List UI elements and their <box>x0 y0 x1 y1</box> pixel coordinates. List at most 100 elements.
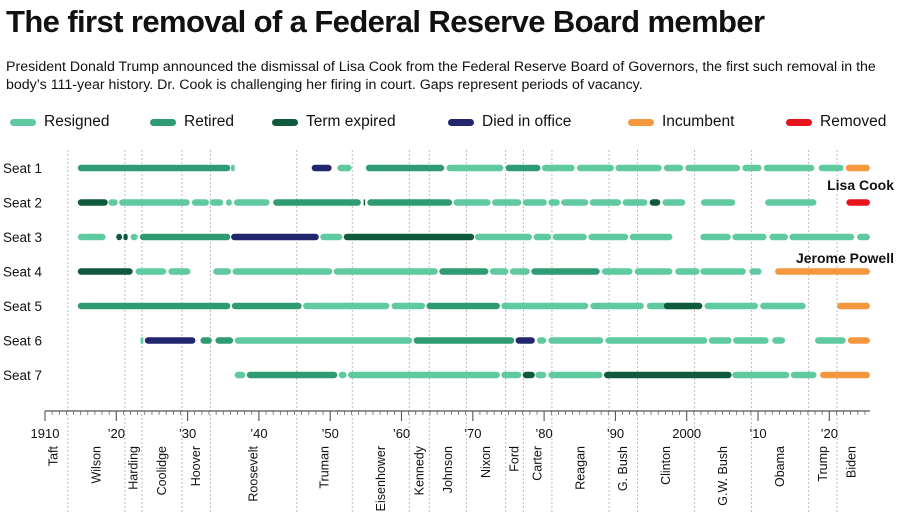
term-bar-resigned <box>234 337 413 344</box>
term-bar-resigned <box>489 268 509 275</box>
term-bar-term-expired <box>603 371 732 379</box>
term-bar-resigned <box>685 164 741 172</box>
term-bar-retired <box>505 164 541 172</box>
term-bar-resigned <box>763 164 815 172</box>
term-bar-retired <box>231 302 302 310</box>
president-label: Ford <box>508 446 522 472</box>
seat-label: Seat 6 <box>3 334 42 349</box>
term-bar-incumbent <box>847 337 870 344</box>
term-bar-resigned <box>662 199 686 206</box>
legend-item-resigned: Resigned <box>10 111 110 133</box>
term-bar-resigned <box>209 199 224 206</box>
term-bar-resigned <box>548 371 603 379</box>
legend-label-incumbent: Incumbent <box>662 113 735 130</box>
legend-label-resigned: Resigned <box>44 113 110 130</box>
x-tick-label: 1910 <box>31 426 60 441</box>
term-bar-resigned <box>700 199 736 206</box>
term-bar-term-expired <box>663 302 703 310</box>
term-bar-incumbent <box>820 371 870 379</box>
term-bar-resigned <box>590 302 644 310</box>
term-bar-resigned <box>391 302 426 310</box>
term-bar-removed <box>846 199 870 206</box>
term-bar-resigned <box>233 199 270 206</box>
term-bar-resigned <box>231 164 235 172</box>
president-label: Roosevelt <box>247 445 261 501</box>
term-bar-resigned <box>453 199 491 206</box>
term-bar-died <box>144 337 196 344</box>
term-bar-resigned <box>857 233 870 241</box>
president-label: Hoover <box>189 446 203 486</box>
term-bar-resigned <box>509 268 530 275</box>
page-title: The first removal of a Federal Reserve B… <box>6 4 765 39</box>
term-bar-resigned <box>119 199 190 206</box>
term-bar-resigned <box>634 268 673 275</box>
term-bar-resigned <box>213 268 232 275</box>
legend-item-term-expired: Term expired <box>272 111 396 133</box>
term-bar-resigned <box>191 199 209 206</box>
term-bar-resigned <box>552 233 587 241</box>
term-bar-resigned <box>733 337 769 344</box>
legend-label-removed: Removed <box>820 113 887 130</box>
term-bar-term-expired <box>123 233 128 241</box>
term-bar-resigned <box>501 371 522 379</box>
legend-swatch-incumbent <box>628 118 654 126</box>
legend-item-removed: Removed <box>786 111 886 133</box>
term-bar-resigned <box>548 337 604 344</box>
term-bar-resigned <box>533 233 552 241</box>
term-bar-retired <box>531 268 600 275</box>
president-label: Wilson <box>89 446 103 484</box>
term-bar-resigned <box>704 302 758 310</box>
president-label: Kennedy <box>412 445 426 495</box>
term-bar-retired <box>246 371 338 379</box>
term-bar-resigned <box>732 371 790 379</box>
term-bar-resigned <box>605 337 708 344</box>
president-label: G. Bush <box>616 446 630 491</box>
term-bar-resigned <box>338 371 347 379</box>
seat-label: Seat 1 <box>3 161 42 176</box>
president-label: Taft <box>47 445 61 466</box>
president-label: Biden <box>844 446 858 478</box>
term-bar-resigned <box>446 164 504 172</box>
term-bar-resigned <box>492 199 522 206</box>
term-bar-retired <box>77 302 231 310</box>
term-bar-term-expired <box>77 199 108 206</box>
x-tick-label: ’10 <box>749 426 766 441</box>
president-label: Clinton <box>659 446 673 485</box>
president-label: Obama <box>773 446 787 487</box>
term-bar-resigned <box>588 233 629 241</box>
term-bar-term-expired <box>649 199 661 206</box>
legend-swatch-retired <box>150 118 176 126</box>
term-bar-resigned <box>130 233 138 241</box>
term-bar-term-expired <box>522 371 535 379</box>
term-bar-resigned <box>474 233 532 241</box>
term-bar-resigned <box>760 302 806 310</box>
term-bar-resigned <box>140 337 144 344</box>
legend-swatch-resigned <box>10 118 36 126</box>
term-bar-died <box>515 337 535 344</box>
x-tick-label: 2000 <box>672 426 701 441</box>
term-bar-resigned <box>765 199 817 206</box>
legend-item-incumbent: Incumbent <box>628 111 734 133</box>
x-tick-label: ’40 <box>250 426 267 441</box>
term-bar-resigned <box>541 164 575 172</box>
president-label: Harding <box>126 446 140 490</box>
legend-label-retired: Retired <box>184 113 234 130</box>
term-bar-resigned <box>501 302 589 310</box>
term-bar-retired <box>367 199 453 206</box>
term-bar-resigned <box>663 164 684 172</box>
term-bar-resigned <box>348 371 500 379</box>
term-bar-resigned <box>135 268 167 275</box>
term-bar-resigned <box>615 164 662 172</box>
legend-swatch-removed <box>786 118 812 126</box>
term-bar-incumbent <box>845 164 870 172</box>
term-bar-resigned <box>622 199 648 206</box>
term-bar-incumbent <box>837 302 870 310</box>
term-bar-retired <box>413 337 515 344</box>
seat-label: Seat 5 <box>3 299 42 314</box>
term-bar-died <box>311 164 332 172</box>
legend-item-retired: Retired <box>150 111 234 133</box>
legend-item-died: Died in office <box>448 111 571 133</box>
legend-swatch-term-expired <box>272 118 298 126</box>
term-bar-term-expired <box>116 233 123 241</box>
legend-swatch-died <box>448 118 474 126</box>
